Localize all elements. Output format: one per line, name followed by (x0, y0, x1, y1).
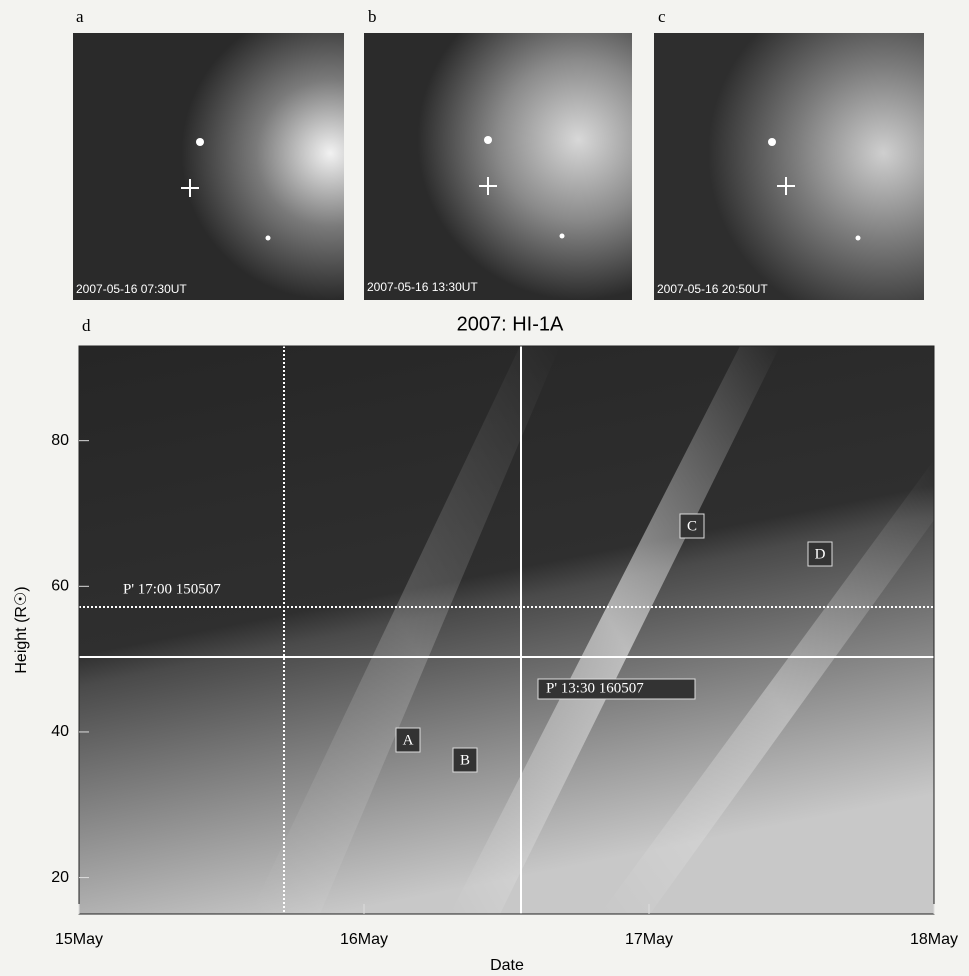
annotation: D (815, 546, 826, 562)
panel-label: b (368, 7, 377, 26)
x-tick-label: 16May (340, 931, 388, 948)
annotation: P' 13:30 160507 (546, 680, 644, 696)
x-tick-label: 17May (625, 931, 673, 948)
image-a (73, 33, 344, 300)
plot-title: 2007: HI-1A (457, 313, 564, 335)
annotation: P' 17:00 150507 (123, 581, 221, 597)
y-tick-label: 40 (51, 723, 69, 740)
page: a b c 2007-05-16 07:30UT 2007-05-16 13:3… (0, 0, 969, 976)
annotation: A (403, 732, 414, 748)
x-tick-label: 18May (910, 931, 958, 948)
image-b (364, 33, 632, 300)
y-tick-label: 20 (51, 869, 69, 886)
annotation: B (460, 752, 470, 768)
panel-label: c (658, 7, 666, 26)
timestamp: 2007-05-16 20:50UT (657, 282, 768, 296)
panel-label: d (82, 316, 91, 335)
image-c (654, 33, 924, 300)
y-tick-label: 60 (51, 578, 69, 595)
timestamp: 2007-05-16 07:30UT (76, 282, 187, 296)
annotation: C (687, 518, 697, 534)
y-axis-label: Height (R☉) (13, 586, 30, 673)
panel-label: a (76, 7, 84, 26)
y-tick-label: 80 (51, 432, 69, 449)
x-tick-label: 15May (55, 931, 103, 948)
timestamp: 2007-05-16 13:30UT (367, 280, 478, 294)
x-axis-label: Date (490, 957, 524, 974)
figure: a b c 2007-05-16 07:30UT 2007-05-16 13:3… (0, 0, 969, 976)
